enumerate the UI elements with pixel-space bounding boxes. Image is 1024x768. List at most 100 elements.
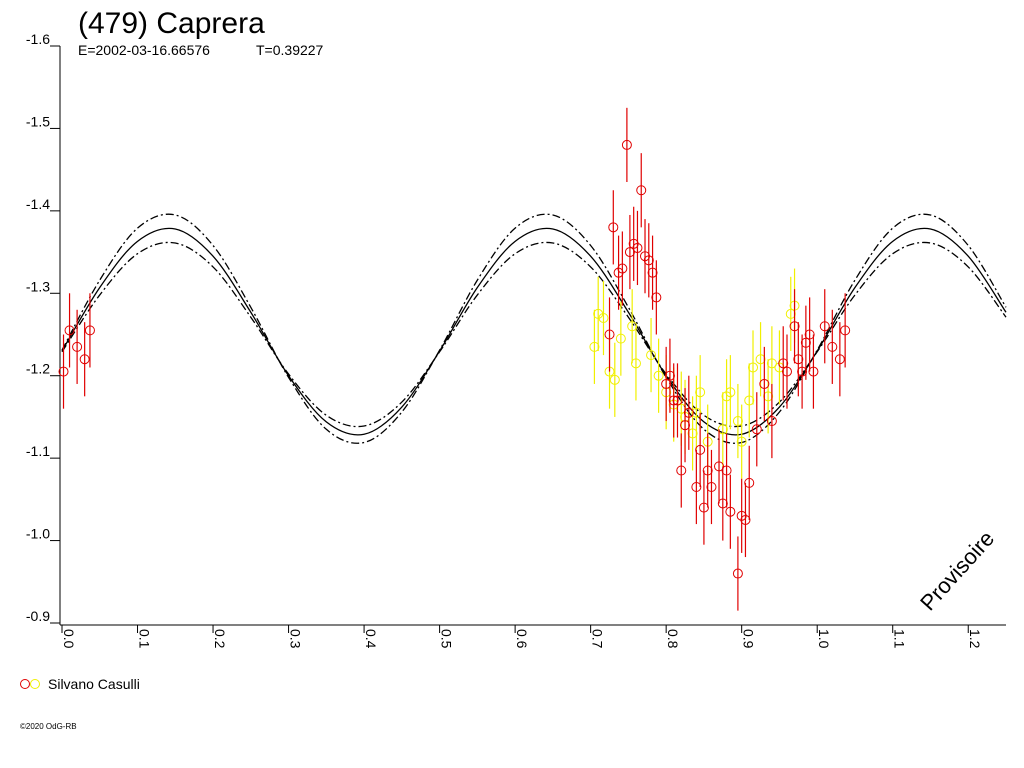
data-point xyxy=(643,255,654,266)
data-point xyxy=(797,366,808,377)
data-point xyxy=(744,395,755,406)
data-point xyxy=(691,407,702,418)
data-point xyxy=(624,247,635,258)
data-point xyxy=(725,506,736,517)
data-point xyxy=(653,370,664,381)
data-point xyxy=(793,354,804,365)
data-point xyxy=(800,337,811,348)
data-point xyxy=(695,387,706,398)
data-point xyxy=(683,407,694,418)
data-point xyxy=(621,139,632,150)
x-tick-label: 1.2 xyxy=(967,629,983,649)
fit-curve xyxy=(61,227,1007,436)
data-point xyxy=(680,420,691,431)
data-point xyxy=(646,350,657,361)
legend-label: Silvano Casulli xyxy=(48,676,140,692)
data-point xyxy=(604,329,615,340)
x-tick-label: 0.2 xyxy=(212,629,228,649)
data-point xyxy=(827,341,838,352)
x-tick-label: 0.9 xyxy=(741,629,757,649)
data-point xyxy=(781,366,792,377)
data-point xyxy=(609,374,620,385)
data-point xyxy=(598,313,609,324)
data-point xyxy=(647,267,658,278)
x-tick-label: 0.1 xyxy=(137,629,153,649)
fit-curve xyxy=(61,213,1007,444)
data-point xyxy=(751,424,762,435)
data-point xyxy=(632,242,643,253)
data-point xyxy=(717,498,728,509)
data-point xyxy=(717,424,728,435)
data-point xyxy=(672,395,683,406)
data-point xyxy=(766,416,777,427)
data-point xyxy=(64,325,75,336)
data-point xyxy=(698,502,709,513)
y-tick-label: -1.3 xyxy=(26,278,50,294)
data-point xyxy=(615,333,626,344)
data-point xyxy=(695,444,706,455)
data-point xyxy=(630,358,641,369)
data-point xyxy=(691,481,702,492)
y-tick-label: -1.0 xyxy=(26,526,50,542)
data-point xyxy=(732,416,743,427)
data-point xyxy=(72,341,83,352)
data-point xyxy=(778,358,789,369)
data-point xyxy=(687,428,698,439)
data-point xyxy=(636,185,647,196)
data-point xyxy=(79,354,90,365)
data-point xyxy=(676,403,687,414)
y-tick-label: -0.9 xyxy=(26,608,50,624)
data-point xyxy=(785,308,796,319)
data-point xyxy=(766,358,777,369)
y-tick-label: -1.5 xyxy=(26,113,50,129)
legend-marker xyxy=(20,679,30,689)
subtitle: T=0.39227 xyxy=(256,42,324,58)
x-tick-label: 0.8 xyxy=(665,629,681,649)
x-tick-label: 0.0 xyxy=(61,629,77,649)
data-point xyxy=(840,325,851,336)
data-point xyxy=(721,465,732,476)
data-point xyxy=(732,568,743,579)
data-point xyxy=(617,263,628,274)
x-tick-label: 1.1 xyxy=(892,629,908,649)
data-point xyxy=(755,354,766,365)
data-point xyxy=(58,366,69,377)
data-point xyxy=(763,391,774,402)
data-point xyxy=(668,395,679,406)
x-tick-label: 1.0 xyxy=(816,629,832,649)
data-point xyxy=(834,354,845,365)
data-point xyxy=(740,514,751,525)
data-point xyxy=(748,362,759,373)
data-point xyxy=(676,465,687,476)
x-tick-label: 0.6 xyxy=(514,629,530,649)
chart-title: (479) Caprera xyxy=(78,7,265,40)
data-point xyxy=(736,436,747,447)
x-tick-label: 0.3 xyxy=(288,629,304,649)
data-point xyxy=(627,321,638,332)
y-tick-label: -1.1 xyxy=(26,443,50,459)
y-tick-label: -1.6 xyxy=(26,31,50,47)
data-point xyxy=(84,325,95,336)
watermark: Provisoire xyxy=(915,526,999,615)
footer: ©2020 OdG-RB xyxy=(20,722,77,731)
data-point xyxy=(725,387,736,398)
data-point xyxy=(651,292,662,303)
x-tick-label: 0.4 xyxy=(363,629,379,649)
data-point xyxy=(661,378,672,389)
fit-curve xyxy=(61,241,1007,428)
data-point xyxy=(804,329,815,340)
data-point xyxy=(702,465,713,476)
data-point xyxy=(759,378,770,389)
data-point xyxy=(819,321,830,332)
data-point xyxy=(808,366,819,377)
x-tick-label: 0.7 xyxy=(590,629,606,649)
data-point xyxy=(789,321,800,332)
y-tick-label: -1.4 xyxy=(26,196,50,212)
data-point xyxy=(664,370,675,381)
data-point xyxy=(744,477,755,488)
data-point xyxy=(706,481,717,492)
data-point xyxy=(589,341,600,352)
subtitle: E=2002-03-16.66576 xyxy=(78,42,210,58)
data-point xyxy=(714,461,725,472)
